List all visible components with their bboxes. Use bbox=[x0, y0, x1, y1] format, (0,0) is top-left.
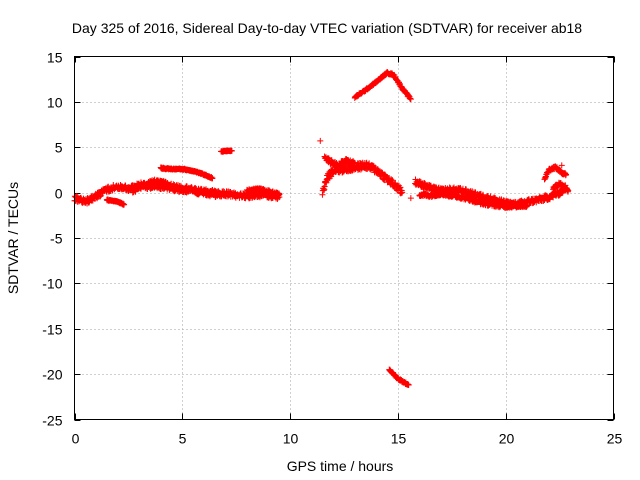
x-tick-label: 5 bbox=[179, 431, 187, 447]
data-point bbox=[276, 191, 283, 198]
x-tick-label: 20 bbox=[499, 431, 515, 447]
x-axis-title: GPS time / hours bbox=[287, 458, 394, 474]
data-point bbox=[407, 96, 414, 103]
data-point bbox=[524, 202, 531, 209]
axis-ticks bbox=[74, 56, 615, 421]
grid bbox=[74, 56, 614, 420]
x-tick-label: 0 bbox=[72, 431, 80, 447]
plot-frame bbox=[74, 56, 614, 420]
data-point bbox=[351, 160, 358, 167]
y-tick-label: -15 bbox=[42, 322, 62, 338]
data-point bbox=[215, 189, 222, 196]
data-point bbox=[317, 137, 324, 144]
x-tick-label: 10 bbox=[283, 431, 299, 447]
y-tick-label: -10 bbox=[42, 276, 62, 292]
data-point bbox=[389, 177, 396, 184]
data-point bbox=[397, 184, 404, 191]
y-tick-label: 0 bbox=[55, 186, 63, 202]
data-point bbox=[399, 189, 406, 196]
data-point bbox=[558, 162, 565, 169]
chart-title: Day 325 of 2016, Sidereal Day-to-day VTE… bbox=[72, 20, 582, 36]
y-tick-label: -25 bbox=[42, 413, 62, 429]
y-tick-label: 10 bbox=[47, 95, 63, 111]
data-point bbox=[209, 175, 216, 182]
y-tick-label: 15 bbox=[47, 50, 63, 66]
x-tick-label: 15 bbox=[391, 431, 407, 447]
x-tick-label: 25 bbox=[607, 431, 623, 447]
data-point bbox=[565, 187, 572, 194]
y-tick-labels: -25 -20 -15 -10 -5 0 5 10 15 bbox=[42, 50, 62, 429]
data-point bbox=[121, 201, 128, 208]
y-axis-title: SDTVAR / TECUs bbox=[5, 182, 21, 294]
y-tick-label: 5 bbox=[55, 140, 63, 156]
y-tick-label: -5 bbox=[50, 231, 63, 247]
y-tick-label: -20 bbox=[42, 367, 62, 383]
data-point bbox=[407, 195, 414, 202]
data-points bbox=[71, 69, 572, 389]
x-tick-labels: 0 5 10 15 20 25 bbox=[72, 431, 623, 447]
data-point bbox=[563, 171, 570, 178]
data-point bbox=[228, 147, 235, 154]
data-point bbox=[405, 382, 412, 389]
